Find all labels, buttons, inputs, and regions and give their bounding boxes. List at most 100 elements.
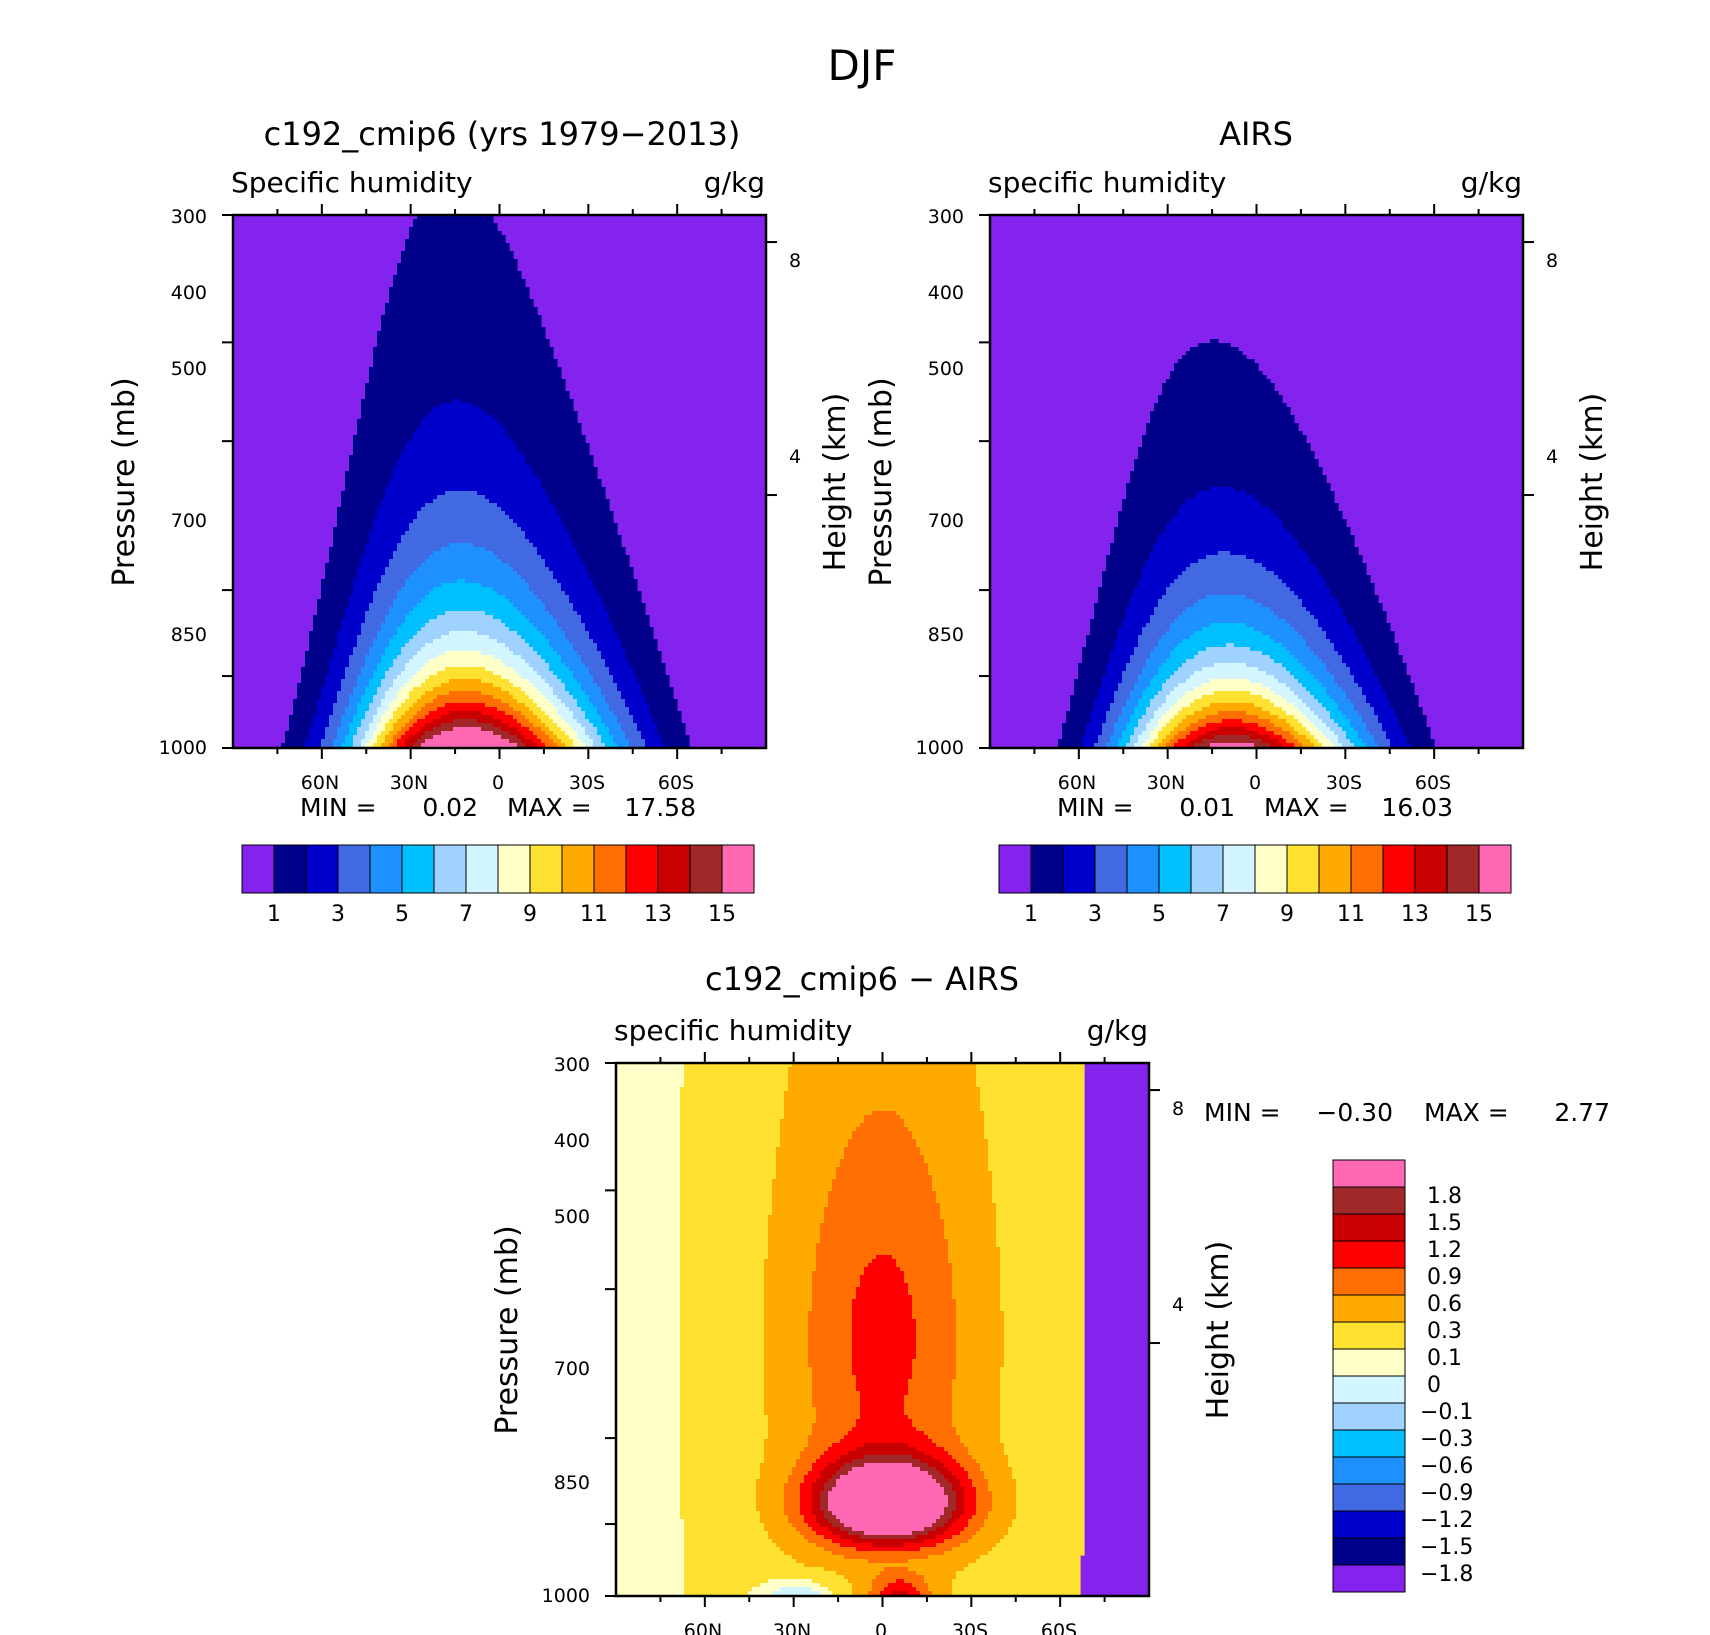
contour-cell [944,1539,969,1544]
contour-cell [401,535,526,540]
x-tick-label: 60S [1041,1620,1077,1635]
contour-cell [1106,719,1119,724]
contour-cell [1126,483,1331,488]
contour-cell [840,1543,873,1548]
contour-cell [329,559,362,564]
contour-cell [1114,639,1139,644]
contour-cell [305,743,322,748]
contour-cell [233,639,310,644]
contour-cell [840,1455,865,1460]
contour-cell [545,711,558,716]
contour-cell [409,227,498,232]
contour-cell [990,379,1167,384]
contour-cell [521,635,546,640]
contour-cell [1098,695,1115,700]
contour-cell [952,1283,1001,1288]
contour-cell [990,707,1071,712]
contour-cell [389,731,398,736]
contour-cell [1000,1431,1085,1436]
contour-cell [385,675,398,680]
contour-cell [1004,1311,1085,1316]
contour-cell [597,591,642,596]
contour-cell [1146,707,1159,712]
contour-cell [1178,731,1191,736]
contour-cell [393,683,406,688]
contour-cell [680,1199,773,1204]
contour-cell [505,427,582,432]
contour-cell [1130,655,1151,660]
contour-cell [401,255,514,260]
contour-cell [912,1303,957,1308]
contour-cell [397,595,426,600]
contour-cell [680,1147,777,1152]
contour-cell [828,1479,837,1484]
contour-cell [361,555,394,560]
contour-cell [545,607,574,612]
contour-cell [990,515,1119,520]
contour-cell [1004,1339,1085,1344]
contour-cell [680,1203,773,1208]
contour-cell [680,1247,769,1252]
contour-cell [940,1215,997,1220]
contour-cell [1310,719,1323,724]
contour-cell [1282,519,1347,524]
contour-cell [621,691,642,696]
contour-cell [445,667,486,672]
contour-cell [1258,723,1275,728]
contour-cell [1146,563,1191,568]
max-label: MAX = [1264,793,1349,822]
contour-cell [956,1371,1001,1376]
contour-cell [485,495,550,500]
contour-cell [776,1151,845,1156]
contour-cell [964,1491,977,1496]
contour-cell [509,703,526,708]
contour-cell [585,715,602,720]
contour-cell [990,475,1131,480]
contour-cell [1202,707,1263,712]
contour-cell [1182,355,1247,360]
contour-cell [616,1071,685,1076]
y-tick-label: 700 [171,510,207,532]
contour-cell [345,707,358,712]
contour-cell [529,727,542,732]
contour-cell [990,467,1135,472]
contour-cell [1118,515,1175,520]
contour-cell [828,1203,941,1208]
contour-cell [990,491,1127,496]
contour-cell [1082,655,1111,660]
contour-cell [1008,1527,1085,1532]
contour-cell [924,1451,949,1456]
contour-cell [1158,731,1171,736]
contour-cell [1142,731,1151,736]
contour-cell [952,1591,1081,1596]
contour-cell [521,675,542,680]
contour-cell [616,1147,681,1152]
contour-cell [1146,423,1299,428]
contour-cell [680,1491,757,1496]
contour-cell [616,1155,681,1160]
contour-cell [577,703,594,708]
contour-cell [852,1307,913,1312]
contour-cell [990,479,1131,484]
contour-cell [680,1403,765,1408]
contour-cell [405,731,418,736]
contour-cell [1306,551,1359,556]
contour-cell [233,471,346,476]
contour-cell [1370,703,1391,708]
contour-cell [593,639,622,644]
contour-cell [616,1279,681,1284]
contour-cell [848,1431,925,1436]
contour-cell [1166,735,1175,740]
contour-cell [409,639,434,644]
contour-cell [413,431,506,436]
contour-cell [517,447,590,452]
contour-cell [373,675,386,680]
contour-cell [1122,711,1135,716]
contour-cell [625,735,642,740]
contour-cell [1004,1355,1085,1360]
contour-cell [1016,1495,1085,1500]
contour-cell [477,631,518,636]
contour-cell [1082,739,1099,744]
contour-cell [1090,623,1123,628]
contour-cell [565,743,574,748]
